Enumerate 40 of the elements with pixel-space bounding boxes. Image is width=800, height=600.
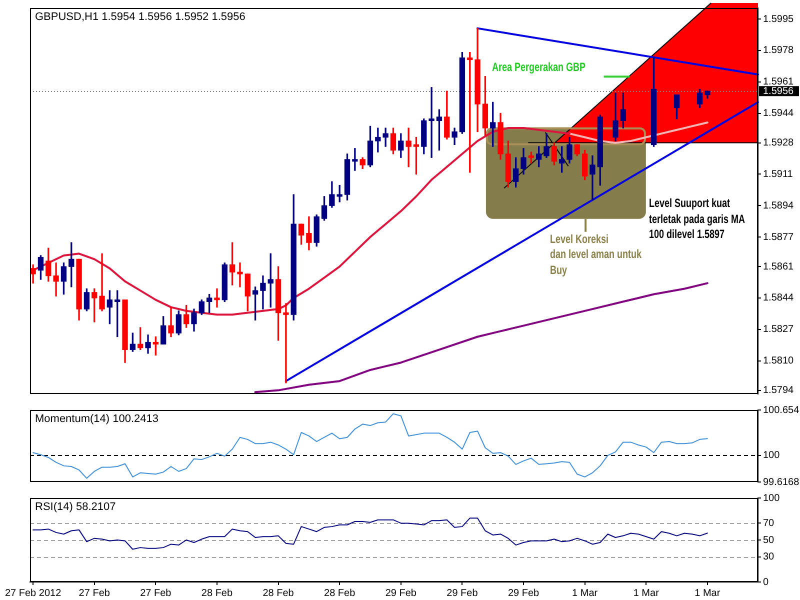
x-tick-label: 28 Feb bbox=[262, 588, 294, 599]
x-tick-label: 28 Feb bbox=[324, 588, 356, 599]
y-tick-label: 1.5944 bbox=[763, 108, 794, 120]
y-tick-label: 100.654 bbox=[763, 404, 800, 416]
y-tick-label: 1.5844 bbox=[763, 292, 794, 304]
ref-line-label: 1.5956 bbox=[763, 86, 794, 97]
x-tick-label: 28 Feb bbox=[201, 588, 233, 599]
annotation: Level Suuport kuat terletak pada garis MA 100 dilevel 1.5897 bbox=[648, 196, 745, 243]
y-tick-label: 1.5894 bbox=[763, 200, 794, 212]
y-tick-label: 30 bbox=[763, 552, 775, 563]
y-tick-label: 1.5911 bbox=[763, 168, 794, 180]
y-tick-label: 1.5810 bbox=[763, 356, 794, 367]
x-tick-label: 29 Feb bbox=[508, 588, 540, 599]
y-tick-label: 1.5978 bbox=[763, 45, 794, 56]
x-tick-label: 27 Feb bbox=[78, 588, 110, 599]
annotation: Level Koreksi dan level aman untuk Buy bbox=[550, 232, 642, 278]
y-tick-label: 1.5794 bbox=[763, 385, 794, 396]
y-tick-label: 70 bbox=[763, 518, 775, 529]
x-tick-label: 27 Feb bbox=[140, 588, 172, 599]
x-tick-label: 29 Feb bbox=[446, 588, 478, 599]
x-tick-label: 29 Feb bbox=[385, 588, 417, 599]
y-tick-label: 1.5961 bbox=[763, 76, 794, 88]
y-tick-label: 1.5928 bbox=[763, 138, 794, 149]
annotation: Area Pergerakan GBP bbox=[492, 60, 586, 76]
chart-title: RSI(14) 58.2107 bbox=[35, 501, 116, 514]
chart-title: GBPUSD,H1 1.5954 1.5956 1.5952 1.5956 bbox=[35, 11, 246, 24]
x-tick-label: 1 Mar bbox=[633, 588, 660, 599]
y-tick-label: 1.5877 bbox=[763, 232, 794, 243]
x-tick-label: 1 Mar bbox=[694, 588, 721, 599]
y-tick-label: 1.5861 bbox=[763, 261, 794, 272]
y-tick-label: 100 bbox=[763, 450, 780, 462]
x-tick-label: 27 Feb 2012 bbox=[4, 588, 62, 599]
y-tick-label: 99.6168 bbox=[763, 476, 800, 488]
y-tick-label: 1.5827 bbox=[763, 324, 794, 336]
y-tick-label: 50 bbox=[763, 534, 775, 546]
y-tick-label: 1.5995 bbox=[763, 14, 794, 25]
chart-title: Momentum(14) 100.2413 bbox=[35, 413, 159, 426]
x-tick-label: 1 Mar bbox=[572, 588, 598, 599]
y-tick-label: 0 bbox=[763, 576, 769, 588]
y-tick-label: 100 bbox=[763, 492, 780, 504]
